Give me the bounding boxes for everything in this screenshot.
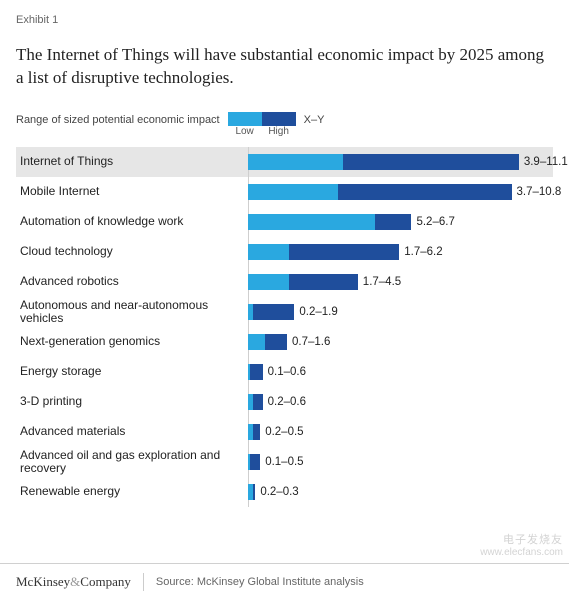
bar-area: 0.1–0.5: [248, 447, 553, 477]
footer-divider: [143, 573, 144, 591]
chart-row: Renewable energy 0.2–0.3: [16, 477, 553, 507]
footer-source: Source: McKinsey Global Institute analys…: [156, 576, 364, 588]
row-label: Advanced robotics: [16, 275, 248, 288]
footer: McKinsey&Company Source: McKinsey Global…: [0, 563, 569, 599]
bar-high: [253, 394, 263, 410]
bar-area: 1.7–4.5: [248, 267, 553, 297]
row-label: Advanced oil and gas exploration and rec…: [16, 449, 248, 475]
row-label: Cloud technology: [16, 245, 248, 258]
bar-value-label: 1.7–6.2: [399, 244, 442, 260]
watermark: 电子发烧友 www.elecfans.com: [480, 534, 563, 559]
chart-title: The Internet of Things will have substan…: [16, 44, 553, 90]
row-label: Internet of Things: [16, 155, 248, 168]
bar-high: [289, 274, 357, 290]
bar-value-label: 0.2–0.6: [263, 394, 306, 410]
chart-row: 3-D printing 0.2–0.6: [16, 387, 553, 417]
bar-area: 1.7–6.2: [248, 237, 553, 267]
bar-low: [248, 334, 265, 350]
bar-high: [289, 244, 399, 260]
legend-high-label: High: [262, 126, 296, 137]
bar-area: 5.2–6.7: [248, 207, 553, 237]
bar-value-label: 0.1–0.5: [260, 454, 303, 470]
bar-low: [248, 244, 289, 260]
bar-low: [248, 154, 343, 170]
chart-row: Next-generation genomics 0.7–1.6: [16, 327, 553, 357]
brand-right: Company: [80, 574, 131, 589]
bar-value-label: 0.2–1.9: [294, 304, 337, 320]
watermark-line1: 电子发烧友: [480, 534, 563, 547]
bar-value-label: 3.9–11.1: [519, 154, 568, 170]
bar-value-label: 5.2–6.7: [411, 214, 454, 230]
chart-row: Automation of knowledge work 5.2–6.7: [16, 207, 553, 237]
legend-swatches: Low High: [228, 112, 296, 137]
row-label: Renewable energy: [16, 485, 248, 498]
legend-swatch-high: [262, 112, 296, 126]
bar-area: 0.1–0.6: [248, 357, 553, 387]
chart-row: Internet of Things3.9–11.1: [16, 147, 553, 177]
bar-area: 0.7–1.6: [248, 327, 553, 357]
bar-high: [265, 334, 287, 350]
row-label: Advanced materials: [16, 425, 248, 438]
chart-row: Mobile Internet3.7–10.8: [16, 177, 553, 207]
brand-left: McKinsey: [16, 574, 70, 589]
footer-brand: McKinsey&Company: [16, 574, 131, 590]
bar-chart: Internet of Things3.9–11.1Mobile Interne…: [16, 147, 553, 507]
bar-low: [248, 274, 289, 290]
watermark-line2: www.elecfans.com: [480, 547, 563, 559]
bar-high: [375, 214, 412, 230]
chart-row: Cloud technology 1.7–6.2: [16, 237, 553, 267]
bar-area: 0.2–0.5: [248, 417, 553, 447]
row-label: Autonomous and near-autonomous vehicles: [16, 299, 248, 325]
bar-value-label: 0.1–0.6: [263, 364, 306, 380]
bar-value-label: 0.2–0.3: [255, 484, 298, 500]
bar-high: [250, 454, 260, 470]
bar-high: [253, 424, 260, 440]
legend-low-label: Low: [228, 126, 262, 137]
chart-row: Advanced materials 0.2–0.5: [16, 417, 553, 447]
legend-swatch-low: [228, 112, 262, 126]
row-label: Automation of knowledge work: [16, 215, 248, 228]
bar-area: 0.2–1.9: [248, 297, 553, 327]
legend-label: Range of sized potential economic impact: [16, 112, 220, 126]
bar-high: [343, 154, 519, 170]
chart-row: Energy storage 0.1–0.6: [16, 357, 553, 387]
bar-low: [248, 184, 338, 200]
row-label: Energy storage: [16, 365, 248, 378]
legend-xy-label: X–Y: [304, 112, 325, 126]
bar-area: 3.7–10.8: [248, 177, 553, 207]
chart-row: Advanced oil and gas exploration and rec…: [16, 447, 553, 477]
bar-high: [250, 364, 262, 380]
bar-high: [253, 304, 294, 320]
bar-area: 0.2–0.6: [248, 387, 553, 417]
brand-amp: &: [70, 574, 80, 589]
bar-value-label: 0.2–0.5: [260, 424, 303, 440]
chart-row: Advanced robotics 1.7–4.5: [16, 267, 553, 297]
exhibit-label: Exhibit 1: [16, 14, 553, 26]
bar-value-label: 1.7–4.5: [358, 274, 401, 290]
row-label: 3-D printing: [16, 395, 248, 408]
bar-high: [338, 184, 511, 200]
legend: Range of sized potential economic impact…: [16, 112, 553, 137]
bar-value-label: 0.7–1.6: [287, 334, 330, 350]
row-label: Next-generation genomics: [16, 335, 248, 348]
bar-value-label: 3.7–10.8: [512, 184, 562, 200]
bar-area: 3.9–11.1: [248, 147, 553, 177]
bar-area: 0.2–0.3: [248, 477, 553, 507]
bar-low: [248, 214, 375, 230]
row-label: Mobile Internet: [16, 185, 248, 198]
chart-row: Autonomous and near-autonomous vehicles 0…: [16, 297, 553, 327]
